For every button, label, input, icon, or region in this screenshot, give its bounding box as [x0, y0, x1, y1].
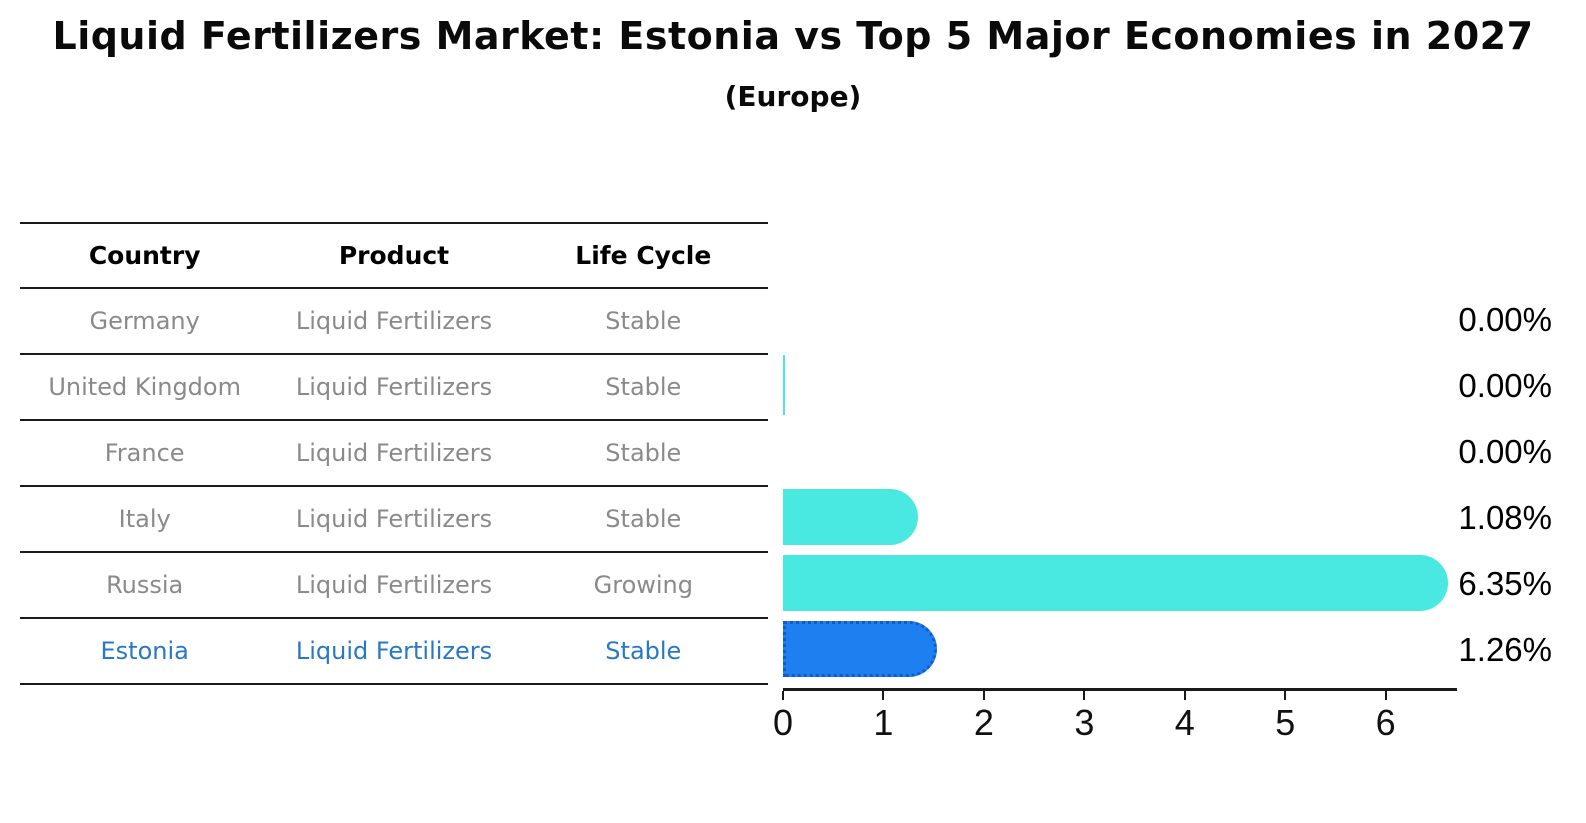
bar-row-germany	[783, 287, 1463, 353]
table-cell-life-cycle: Stable	[605, 373, 682, 401]
chart-subtitle: (Europe)	[724, 80, 862, 113]
value-label-estonia: 1.26%	[1458, 631, 1552, 668]
table-row-italy: Italy Liquid Fertilizers Stable	[20, 487, 768, 553]
table-cell-country: Russia	[106, 571, 184, 599]
value-label-united-kingdom: 0.00%	[1458, 367, 1552, 404]
table-header-life-cycle: Life Cycle	[575, 241, 712, 270]
table-body: Germany Liquid Fertilizers Stable United Ki…	[20, 289, 768, 685]
table-cell-life-cycle: Stable	[605, 505, 682, 533]
table-cell-country: France	[104, 439, 185, 467]
axis-tick	[1183, 691, 1186, 700]
table-header-country: Country	[88, 241, 201, 270]
table-row-germany: Germany Liquid Fertilizers Stable	[20, 289, 768, 355]
axis-tick	[1083, 691, 1086, 700]
axis-tick-label: 1	[873, 702, 894, 743]
value-label-france: 0.00%	[1458, 433, 1552, 470]
table-cell-country: Germany	[89, 307, 200, 335]
axis-tick-label: 3	[1074, 702, 1095, 743]
value-label-italy: 1.08%	[1458, 499, 1552, 536]
x-axis-line	[783, 688, 1457, 691]
value-label-russia: 6.35%	[1458, 565, 1552, 602]
bar-row-france	[783, 419, 1463, 485]
table-row-estonia: Estonia Liquid Fertilizers Stable	[20, 619, 768, 685]
axis-tick	[1284, 691, 1287, 700]
axis-tick-label: 6	[1375, 702, 1396, 743]
bar-row-united-kingdom	[783, 353, 1463, 419]
bar-italy	[783, 489, 918, 545]
table-header-row: Country Product Life Cycle	[20, 222, 768, 289]
axis-tick-label: 0	[772, 702, 794, 743]
axis-tick-label: 4	[1174, 702, 1195, 743]
bar-row-russia	[783, 551, 1463, 617]
bar-row-italy	[783, 485, 1463, 551]
table-header-product: Product	[338, 241, 450, 270]
table-row-united-kingdom: United Kingdom Liquid Fertilizers Stable	[20, 355, 768, 421]
table-cell-product: Liquid Fertilizers	[295, 439, 493, 467]
bar-estonia	[783, 621, 937, 677]
axis-tick-label: 5	[1275, 702, 1296, 743]
chart-title: Liquid Fertilizers Market: Estonia vs To…	[52, 14, 1534, 58]
axis-tick	[882, 691, 885, 700]
bar-row-estonia	[783, 617, 1463, 683]
table-cell-life-cycle: Stable	[605, 307, 682, 335]
table-cell-country: United Kingdom	[48, 373, 241, 401]
bar-united-kingdom	[783, 355, 785, 415]
table-cell-life-cycle: Stable	[605, 637, 682, 665]
table-row-russia: Russia Liquid Fertilizers Growing	[20, 553, 768, 619]
value-label-column: 0.00% 0.00% 0.00% 1.08% 6.35% 1.26%	[1402, 287, 1552, 683]
table-cell-product: Liquid Fertilizers	[295, 571, 493, 599]
bar-russia	[783, 555, 1448, 611]
axis-tick	[982, 691, 985, 700]
table-cell-product: Liquid Fertilizers	[295, 307, 493, 335]
table-cell-life-cycle: Stable	[605, 439, 682, 467]
table-cell-country: Italy	[118, 505, 171, 533]
axis-tick	[782, 691, 784, 700]
value-label-germany: 0.00%	[1458, 301, 1552, 338]
table-cell-product: Liquid Fertilizers	[295, 637, 493, 665]
table-row-france: France Liquid Fertilizers Stable	[20, 421, 768, 487]
axis-tick	[1384, 691, 1387, 700]
table-cell-product: Liquid Fertilizers	[295, 373, 493, 401]
bar-plot-area	[783, 287, 1463, 683]
table-cell-product: Liquid Fertilizers	[295, 505, 493, 533]
axis-tick-label: 2	[973, 702, 994, 743]
table-cell-life-cycle: Growing	[593, 571, 693, 599]
comparison-table: Country Product Life Cycle Germany Liquid F…	[20, 222, 768, 685]
table-cell-country: Estonia	[100, 637, 189, 665]
